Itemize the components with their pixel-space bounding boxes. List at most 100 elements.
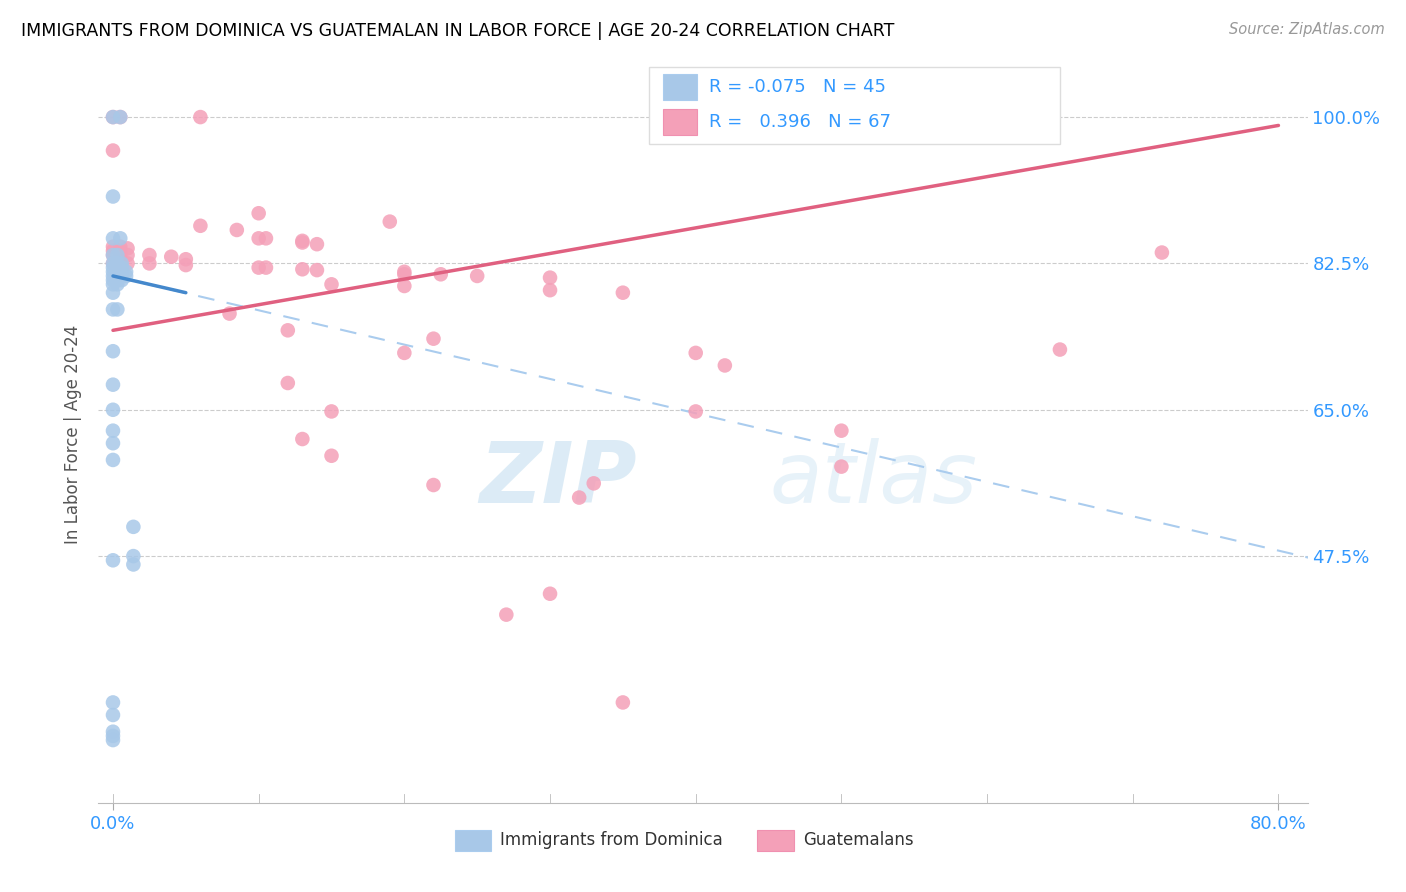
Point bbox=[422, 478, 444, 492]
Point bbox=[138, 248, 160, 262]
Point bbox=[101, 402, 124, 417]
Point bbox=[110, 110, 132, 124]
Point bbox=[101, 553, 124, 567]
Point bbox=[101, 265, 124, 279]
Point bbox=[111, 256, 134, 270]
Point bbox=[101, 285, 124, 300]
Point bbox=[105, 256, 128, 270]
Point bbox=[105, 265, 128, 279]
Point bbox=[101, 231, 124, 245]
Point bbox=[122, 520, 145, 534]
Point bbox=[101, 424, 124, 438]
Point bbox=[110, 110, 132, 124]
Point bbox=[101, 268, 124, 283]
Point bbox=[429, 268, 451, 282]
Point bbox=[105, 260, 128, 275]
Point bbox=[465, 268, 488, 283]
Point bbox=[101, 733, 124, 747]
Point bbox=[110, 248, 132, 262]
Point bbox=[830, 424, 852, 438]
Point bbox=[305, 237, 328, 252]
Point bbox=[160, 250, 183, 264]
Point bbox=[101, 260, 124, 275]
Point bbox=[115, 268, 138, 283]
Point bbox=[101, 240, 124, 254]
Text: Source: ZipAtlas.com: Source: ZipAtlas.com bbox=[1229, 22, 1385, 37]
Point bbox=[105, 302, 128, 317]
Point bbox=[291, 262, 314, 277]
FancyBboxPatch shape bbox=[664, 73, 697, 100]
Point bbox=[495, 607, 517, 622]
Point bbox=[101, 248, 124, 262]
Point bbox=[321, 404, 343, 418]
FancyBboxPatch shape bbox=[648, 67, 1060, 145]
Point bbox=[101, 696, 124, 710]
Point bbox=[218, 307, 240, 321]
Point bbox=[190, 219, 212, 233]
Point bbox=[247, 231, 270, 245]
Point bbox=[122, 558, 145, 572]
Point bbox=[277, 323, 299, 337]
Text: ZIP: ZIP bbox=[479, 437, 637, 521]
Point bbox=[101, 110, 124, 124]
Point bbox=[685, 346, 707, 360]
FancyBboxPatch shape bbox=[664, 109, 697, 136]
Point bbox=[305, 263, 328, 277]
Point bbox=[190, 110, 212, 124]
Point bbox=[582, 476, 605, 491]
Point bbox=[110, 244, 132, 258]
Point bbox=[830, 459, 852, 474]
Point bbox=[101, 256, 124, 270]
Point bbox=[101, 273, 124, 287]
Point bbox=[277, 376, 299, 390]
Point bbox=[903, 114, 925, 128]
Text: atlas: atlas bbox=[769, 437, 977, 521]
Point bbox=[225, 223, 247, 237]
FancyBboxPatch shape bbox=[456, 830, 492, 851]
Point bbox=[110, 231, 132, 245]
Point bbox=[568, 491, 591, 505]
Point bbox=[101, 277, 124, 292]
Text: R =   0.396   N = 67: R = 0.396 N = 67 bbox=[709, 113, 891, 131]
Point bbox=[247, 260, 270, 275]
Point bbox=[122, 549, 145, 563]
Point bbox=[394, 265, 416, 279]
FancyBboxPatch shape bbox=[758, 830, 794, 851]
Point bbox=[612, 696, 634, 710]
Point bbox=[101, 436, 124, 450]
Point bbox=[174, 252, 197, 267]
Point bbox=[101, 708, 124, 723]
Point bbox=[101, 248, 124, 262]
Point bbox=[394, 268, 416, 282]
Point bbox=[321, 277, 343, 292]
Point bbox=[105, 273, 128, 287]
Point bbox=[394, 346, 416, 360]
Point bbox=[291, 234, 314, 248]
Point bbox=[110, 240, 132, 254]
Point bbox=[685, 404, 707, 418]
Point bbox=[254, 260, 277, 275]
Text: IMMIGRANTS FROM DOMINICA VS GUATEMALAN IN LABOR FORCE | AGE 20-24 CORRELATION CH: IMMIGRANTS FROM DOMINICA VS GUATEMALAN I… bbox=[21, 22, 894, 40]
Point bbox=[111, 265, 134, 279]
Point bbox=[669, 110, 692, 124]
Point bbox=[254, 231, 277, 245]
Text: R = -0.075   N = 45: R = -0.075 N = 45 bbox=[709, 78, 886, 95]
Point bbox=[291, 432, 314, 446]
Point bbox=[117, 256, 139, 270]
Text: Guatemalans: Guatemalans bbox=[803, 831, 914, 849]
Point bbox=[115, 265, 138, 279]
Point bbox=[101, 724, 124, 739]
Point bbox=[1150, 245, 1173, 260]
Point bbox=[110, 256, 132, 270]
Point bbox=[111, 268, 134, 283]
Point bbox=[538, 270, 561, 285]
Point bbox=[117, 241, 139, 255]
Point bbox=[101, 302, 124, 317]
Point bbox=[117, 248, 139, 262]
Point bbox=[174, 258, 197, 272]
Point bbox=[111, 260, 134, 275]
Point bbox=[101, 110, 124, 124]
Point bbox=[101, 377, 124, 392]
Text: Immigrants from Dominica: Immigrants from Dominica bbox=[501, 831, 723, 849]
Point bbox=[138, 256, 160, 270]
